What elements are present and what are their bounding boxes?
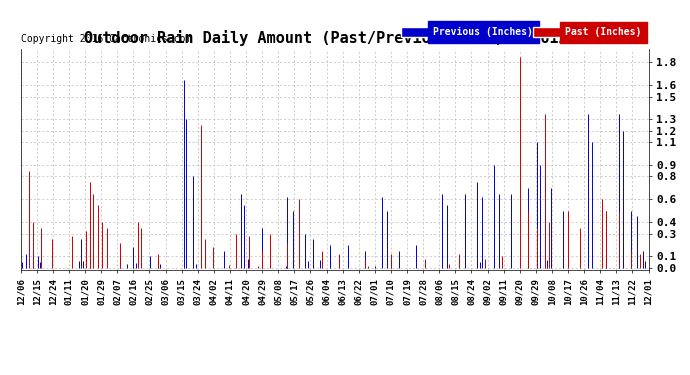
Legend: Previous (Inches), Past (Inches): Previous (Inches), Past (Inches): [400, 25, 644, 39]
Title: Outdoor Rain Daily Amount (Past/Previous Year) 20161206: Outdoor Rain Daily Amount (Past/Previous…: [83, 30, 586, 46]
Text: Copyright 2016 Cartronics.com: Copyright 2016 Cartronics.com: [21, 34, 191, 44]
